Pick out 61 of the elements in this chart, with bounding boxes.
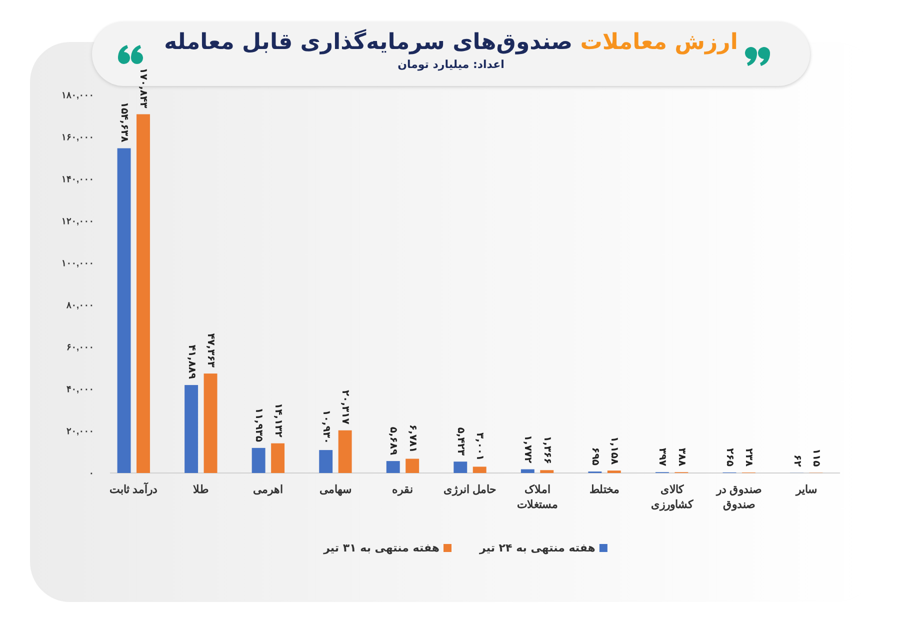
x-tick-label: طلا (192, 484, 209, 496)
bar (386, 461, 400, 473)
data-label: ۳۹۷ (656, 448, 668, 466)
y-tick-label: ۲۰,۰۰۰ (66, 426, 94, 436)
data-label: ۶,۷۸۱ (406, 424, 418, 453)
data-label: ۱۱,۹۳۵ (253, 408, 264, 442)
data-label: ۴۱,۸۸۹ (186, 344, 197, 380)
x-tick-label: صندوق در صندوق (716, 484, 762, 512)
data-label: ۱,۷۷۲ (522, 435, 534, 464)
bar (338, 430, 352, 473)
data-label: ۲۳۸ (743, 448, 754, 466)
data-label: ۱,۳۶۶ (541, 436, 552, 464)
legend-label: هفته منتهی به ۳۱ تیر (322, 542, 440, 554)
data-label: ۵,۴۲۳ (454, 427, 466, 456)
x-tick-label: کالای کشاورزی (650, 484, 694, 512)
bar (117, 148, 131, 473)
y-tick-label: ۱۸۰,۰۰۰ (61, 90, 94, 100)
x-tick-label: حامل انرژی (443, 484, 497, 496)
bar (252, 448, 266, 473)
data-label: ۱۵۴,۶۳۸ (118, 102, 130, 142)
data-label: ۳۸۸ (676, 448, 687, 466)
y-tick-label: ۸۰,۰۰۰ (65, 300, 94, 310)
bar (472, 466, 486, 473)
y-tick-label: ۰ (89, 468, 94, 478)
data-label: ۶۹۵ (589, 447, 600, 466)
data-label: ۲۶۵ (724, 448, 735, 466)
x-tick-label: املاک مستغلات (516, 484, 558, 512)
x-tick-label: نقره (392, 484, 414, 496)
data-label: ۶۲ (791, 454, 802, 467)
x-tick-label: سایر (794, 484, 817, 496)
bar (406, 458, 420, 473)
x-tick-label: درآمد ثابت (110, 482, 158, 496)
x-tick-label: سهامی (319, 484, 352, 496)
chart-subtitle: اعداد: میلیارد تومان (398, 58, 504, 71)
bar (540, 470, 554, 473)
bar (204, 374, 218, 473)
data-label: ۱,۱۵۸ (608, 436, 620, 465)
data-label: ۵,۶۸۹ (388, 426, 399, 456)
bar (520, 469, 534, 473)
y-tick-label: ۱۲۰,۰۰۰ (61, 216, 94, 226)
data-label: ۱۱۵ (810, 448, 822, 467)
x-tick-label: مختلط (590, 484, 620, 496)
y-tick-label: ۱۰۰,۰۰۰ (61, 258, 94, 268)
bar (454, 462, 468, 473)
data-label: ۱۰,۹۳۰ (320, 410, 332, 444)
bar (136, 114, 150, 473)
y-tick-label: ۱۶۰,۰۰۰ (61, 132, 94, 142)
data-label: ۲۰,۳۱۷ (340, 390, 351, 424)
chart-title: ارزش معاملات صندوق‌های سرمایه‌گذاری قابل معامله (164, 30, 738, 55)
bar (271, 443, 285, 473)
y-tick-label: ۶۰,۰۰۰ (66, 342, 94, 352)
data-label: ۱۴,۱۳۲ (272, 402, 284, 438)
x-tick-label: اهرمی (253, 484, 284, 496)
data-label: ۳,۰۰۱ (474, 432, 486, 461)
legend-label: هفته منتهی به ۲۴ تیر (478, 542, 596, 554)
y-tick-label: ۴۰,۰۰۰ (66, 384, 94, 394)
bar (319, 450, 333, 473)
data-label: ۴۷,۳۶۳ (205, 333, 216, 368)
y-tick-label: ۱۴۰,۰۰۰ (61, 174, 94, 184)
data-label: ۱۷۰,۸۴۳ (138, 68, 149, 108)
bar (184, 385, 198, 473)
